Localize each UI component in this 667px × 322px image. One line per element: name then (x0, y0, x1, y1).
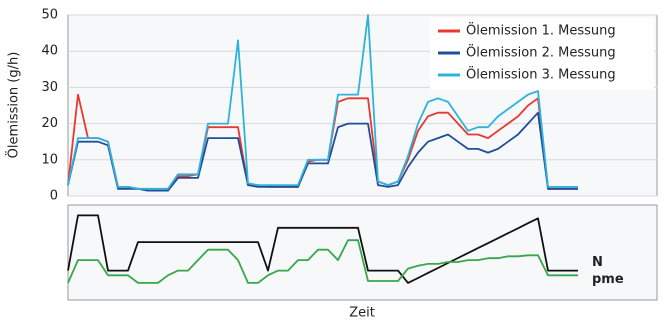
bottom-panel (67, 204, 658, 301)
y-tick-label: 30 (41, 80, 58, 95)
legend-label: Ölemission 3. Messung (466, 66, 616, 83)
series-line (67, 239, 578, 284)
series-line (67, 111, 578, 192)
series-label: N (592, 255, 603, 270)
y-tick-label: 50 (41, 8, 58, 23)
legend-label: Ölemission 2. Messung (466, 44, 616, 61)
y-axis-label: Ölemission (g/h) (5, 52, 22, 159)
y-tick-label: 0 (50, 189, 58, 204)
series-line (67, 214, 578, 284)
series-label: pme (592, 272, 624, 287)
y-tick-label: 10 (41, 152, 58, 167)
legend-label: Ölemission 1. Messung (466, 22, 616, 39)
y-tick-label: 40 (41, 44, 58, 59)
x-axis-label: Zeit (349, 306, 375, 321)
y-tick-label: 20 (41, 116, 58, 131)
series-line (67, 14, 578, 190)
legend-box (430, 18, 654, 90)
